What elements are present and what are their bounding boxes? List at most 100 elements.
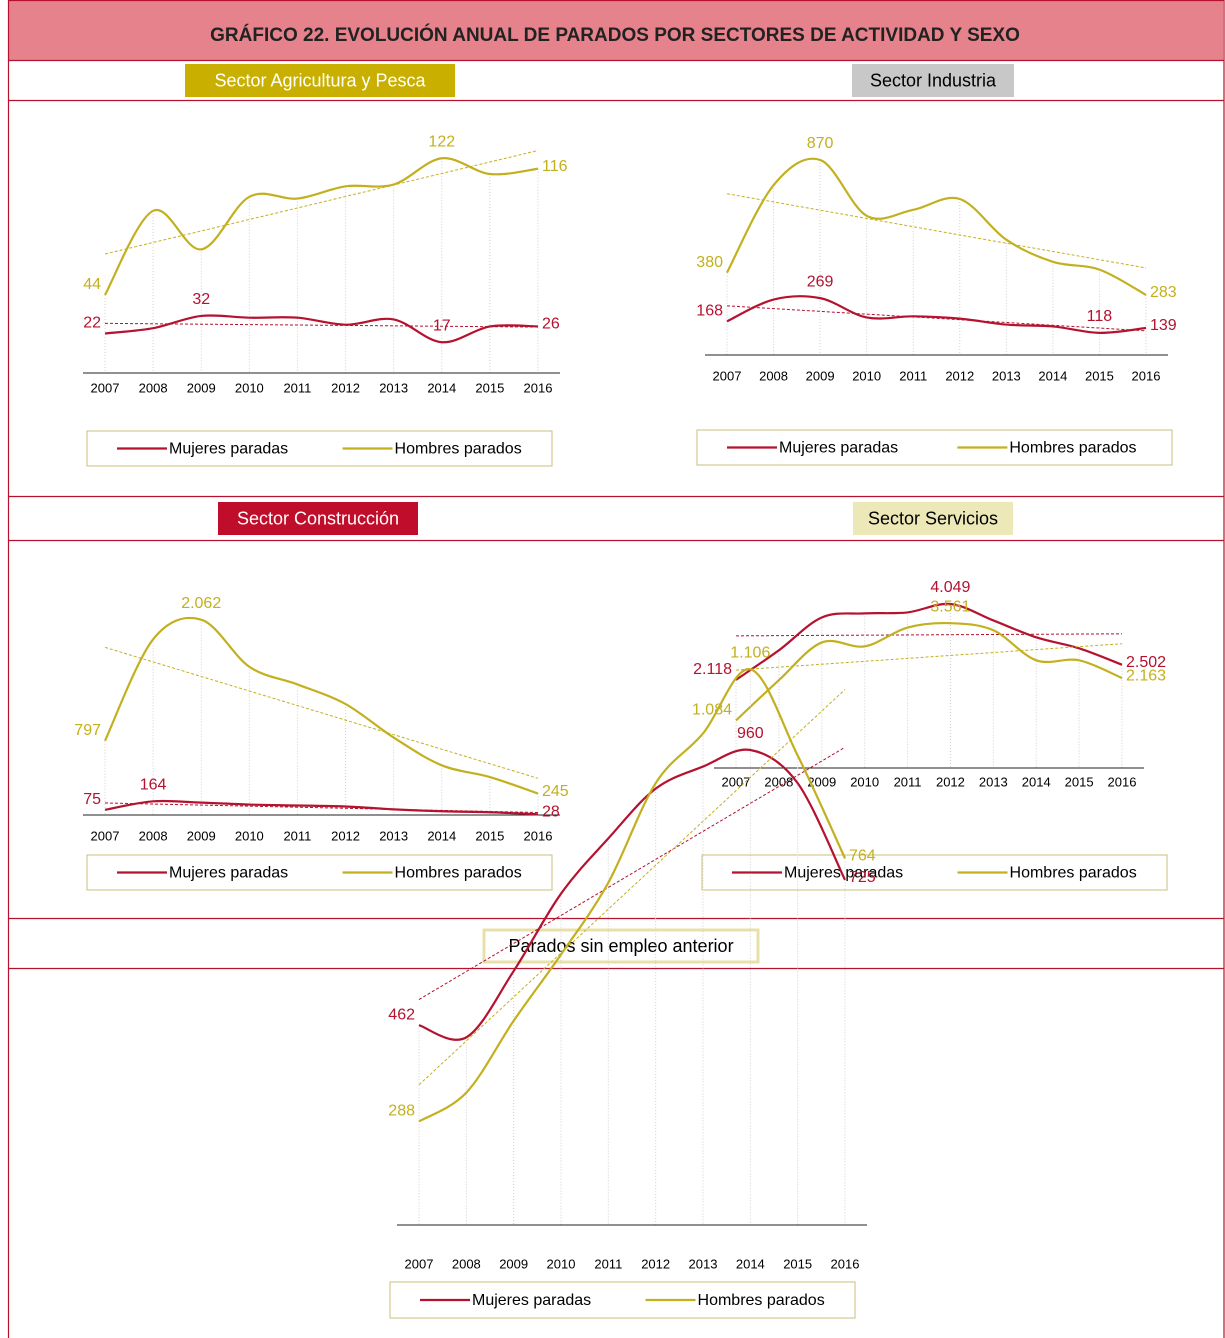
data-label: 2.118 [693, 661, 732, 678]
x-tick-label: 2010 [852, 368, 881, 383]
data-label: 2.062 [181, 595, 221, 612]
series-line [418, 748, 846, 1041]
x-tick-label: 2011 [283, 380, 311, 395]
series-line [104, 616, 539, 795]
x-tick-label: 2013 [979, 774, 1008, 789]
section-label: Sector Construcción [237, 508, 399, 528]
data-label: 797 [74, 722, 101, 739]
legend-label: Mujeres paradas [169, 865, 288, 882]
series-line [104, 314, 539, 344]
series-line [104, 157, 539, 296]
x-tick-label: 2015 [783, 1256, 812, 1271]
data-label: 1.106 [730, 645, 770, 662]
data-label: 1.084 [692, 702, 732, 719]
trend-line [418, 689, 846, 1086]
legend-label: Hombres parados [1009, 440, 1136, 457]
data-label: 75 [83, 791, 101, 808]
trend-line [726, 193, 1147, 269]
data-label: 764 [849, 848, 876, 865]
x-tick-label: 2009 [499, 1256, 528, 1271]
x-tick-label: 2008 [139, 828, 168, 843]
x-tick-label: 2008 [759, 368, 788, 383]
trend-line [735, 643, 1123, 671]
trend-line [418, 746, 846, 1000]
x-tick-label: 2007 [722, 774, 751, 789]
x-tick-label: 2016 [524, 380, 553, 395]
section-label-box [218, 502, 418, 535]
x-tick-label: 2014 [1022, 774, 1051, 789]
x-tick-label: 2015 [1065, 774, 1094, 789]
section-label-box [185, 64, 455, 97]
x-tick-label: 2010 [547, 1256, 576, 1271]
data-label: 168 [696, 303, 723, 320]
x-tick-label: 2008 [139, 380, 168, 395]
x-tick-label: 2009 [187, 828, 216, 843]
trend-line [735, 633, 1123, 637]
data-label: 283 [1150, 284, 1177, 301]
series-line [104, 799, 539, 816]
data-label: 118 [1087, 308, 1113, 325]
legend-label: Mujeres paradas [784, 865, 903, 882]
series-line [726, 157, 1147, 296]
data-label: 22 [83, 315, 101, 332]
data-label: 116 [542, 158, 568, 175]
section-label: Sector Industria [870, 70, 997, 90]
data-label: 4.049 [930, 579, 970, 596]
x-tick-label: 2012 [936, 774, 965, 789]
legend-label: Hombres parados [698, 1292, 825, 1309]
data-label: 122 [428, 133, 455, 150]
legend-label: Hombres parados [395, 441, 522, 458]
x-tick-label: 2011 [899, 368, 927, 383]
data-label: 870 [807, 135, 834, 152]
legend-label: Mujeres paradas [779, 440, 898, 457]
x-tick-label: 2015 [1085, 368, 1114, 383]
x-tick-label: 2011 [894, 774, 922, 789]
x-tick-label: 2012 [945, 368, 974, 383]
x-tick-label: 2014 [427, 828, 456, 843]
x-tick-label: 2013 [379, 828, 408, 843]
x-tick-label: 2010 [235, 828, 264, 843]
x-tick-label: 2012 [331, 828, 360, 843]
data-label: 462 [388, 1006, 415, 1023]
x-tick-label: 2013 [689, 1256, 718, 1271]
legend-label: Mujeres paradas [472, 1292, 591, 1309]
series-line [726, 295, 1147, 334]
x-tick-label: 2014 [736, 1256, 765, 1271]
x-tick-label: 2015 [475, 828, 504, 843]
x-tick-label: 2014 [427, 380, 456, 395]
x-tick-label: 2010 [850, 774, 879, 789]
trend-line [726, 305, 1147, 332]
x-tick-label: 2012 [331, 380, 360, 395]
x-tick-label: 2016 [1108, 774, 1137, 789]
x-tick-label: 2007 [91, 828, 120, 843]
data-label: 139 [1150, 317, 1177, 334]
x-tick-label: 2008 [452, 1256, 481, 1271]
x-tick-label: 2010 [235, 380, 264, 395]
x-tick-label: 2013 [992, 368, 1021, 383]
data-label: 380 [696, 254, 723, 271]
data-label: 288 [388, 1103, 415, 1120]
x-tick-label: 2012 [641, 1256, 670, 1271]
x-tick-label: 2009 [187, 380, 216, 395]
trend-line [104, 149, 539, 255]
x-tick-label: 2007 [405, 1256, 434, 1271]
data-label: 3.561 [930, 598, 970, 615]
data-label: 44 [83, 276, 101, 293]
data-label: 2.163 [1126, 667, 1166, 684]
data-label: 28 [542, 804, 560, 821]
legend-label: Hombres parados [395, 865, 522, 882]
x-tick-label: 2007 [713, 368, 742, 383]
trend-line [104, 646, 539, 779]
section-label: Sector Agricultura y Pesca [214, 70, 426, 90]
x-tick-label: 2007 [91, 380, 120, 395]
data-label: 26 [542, 316, 560, 333]
series-line [735, 621, 1123, 722]
x-tick-label: 2009 [806, 368, 835, 383]
series-line [418, 668, 846, 1123]
x-tick-label: 2014 [1038, 368, 1067, 383]
section-label-box [853, 502, 1013, 535]
data-label: 32 [192, 291, 210, 308]
data-label: 960 [737, 725, 764, 742]
series-line [735, 602, 1123, 681]
